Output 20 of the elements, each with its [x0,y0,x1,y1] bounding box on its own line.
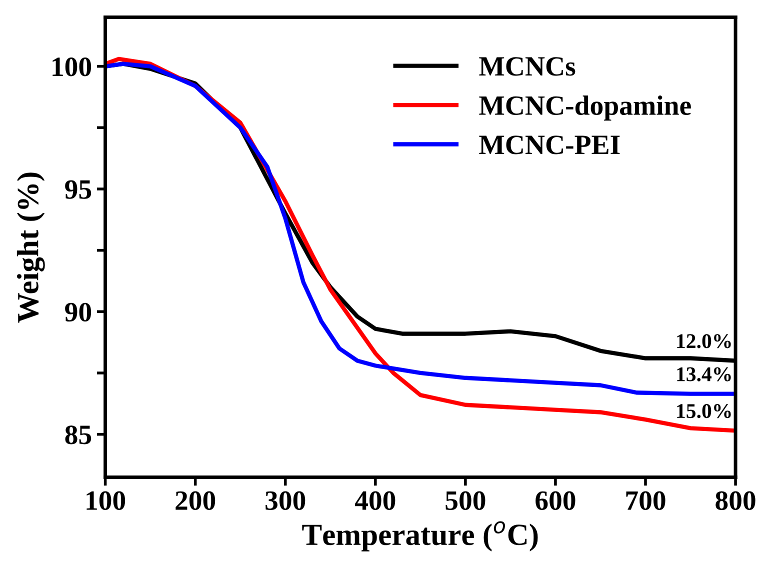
x-tick-label: 600 [536,491,576,510]
annotation: 15.0% [677,404,731,418]
x-tick-label: 800 [716,491,756,510]
y-axis-title: Weight (%) [16,172,45,323]
annotation: 13.4% [677,367,731,382]
x-tick-label: 700 [626,491,666,510]
y-tick-label: 90 [65,302,92,322]
x-tick-label: 300 [266,491,306,510]
x-tick-label: 400 [354,491,396,510]
x-tick-label: 500 [446,491,486,510]
annotation: 12.0% [677,334,731,348]
y-tick-label: 95 [65,180,92,199]
legend-label: MCNC-PEI [479,136,620,154]
x-axis-title: Temperature ($^{o}$C) [302,521,538,552]
y-tick-label: 100 [52,57,92,76]
y-tick-label: 85 [65,425,92,444]
legend-label: MCNC-dopamine [479,95,691,121]
legend-label: MCNCs [479,57,576,76]
x-tick-label: 100 [86,491,126,510]
x-tick-label: 200 [176,491,216,510]
